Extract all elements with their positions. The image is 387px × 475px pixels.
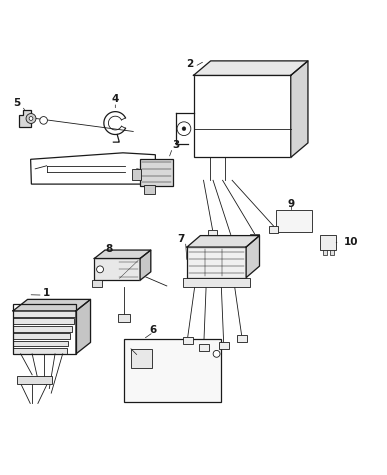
- Bar: [194, 76, 291, 157]
- Bar: [92, 280, 102, 287]
- Bar: [330, 250, 334, 256]
- Bar: [250, 234, 259, 240]
- Bar: [131, 349, 152, 368]
- Polygon shape: [187, 236, 260, 247]
- Bar: [187, 247, 246, 277]
- Circle shape: [26, 114, 36, 124]
- Bar: [140, 159, 173, 186]
- Text: 4: 4: [111, 95, 119, 104]
- Bar: [276, 209, 312, 232]
- Bar: [219, 342, 229, 349]
- Bar: [132, 169, 141, 180]
- Text: 1: 1: [43, 288, 50, 298]
- Text: 7: 7: [178, 234, 185, 245]
- Bar: [183, 337, 193, 343]
- Bar: [199, 344, 209, 351]
- Bar: [13, 348, 67, 354]
- Circle shape: [29, 116, 33, 120]
- Bar: [269, 226, 278, 233]
- Bar: [13, 318, 74, 324]
- Bar: [17, 376, 51, 384]
- Polygon shape: [13, 299, 91, 311]
- Circle shape: [177, 122, 191, 135]
- Text: 6: 6: [150, 325, 157, 335]
- Bar: [227, 238, 236, 244]
- Polygon shape: [94, 250, 151, 258]
- Bar: [144, 185, 155, 194]
- Bar: [13, 304, 76, 354]
- Bar: [13, 333, 70, 339]
- Bar: [236, 335, 247, 342]
- Text: 5: 5: [14, 98, 21, 108]
- Circle shape: [40, 116, 47, 124]
- Circle shape: [182, 127, 186, 131]
- Polygon shape: [76, 299, 91, 354]
- Polygon shape: [194, 61, 308, 76]
- Bar: [13, 326, 72, 332]
- Text: 2: 2: [186, 59, 194, 69]
- Bar: [323, 250, 327, 256]
- Circle shape: [97, 266, 103, 273]
- Bar: [13, 311, 76, 317]
- Polygon shape: [246, 236, 260, 277]
- Bar: [118, 314, 130, 322]
- Bar: [208, 230, 217, 237]
- Text: 8: 8: [105, 244, 113, 254]
- Circle shape: [213, 351, 220, 357]
- Polygon shape: [140, 250, 151, 280]
- Bar: [124, 339, 221, 402]
- Polygon shape: [19, 110, 31, 127]
- Bar: [94, 258, 140, 280]
- Text: 3: 3: [173, 140, 180, 150]
- Bar: [13, 341, 68, 346]
- Bar: [320, 235, 336, 250]
- Text: 9: 9: [288, 200, 295, 209]
- Text: 10: 10: [343, 238, 358, 247]
- Polygon shape: [291, 61, 308, 157]
- Bar: [183, 277, 250, 287]
